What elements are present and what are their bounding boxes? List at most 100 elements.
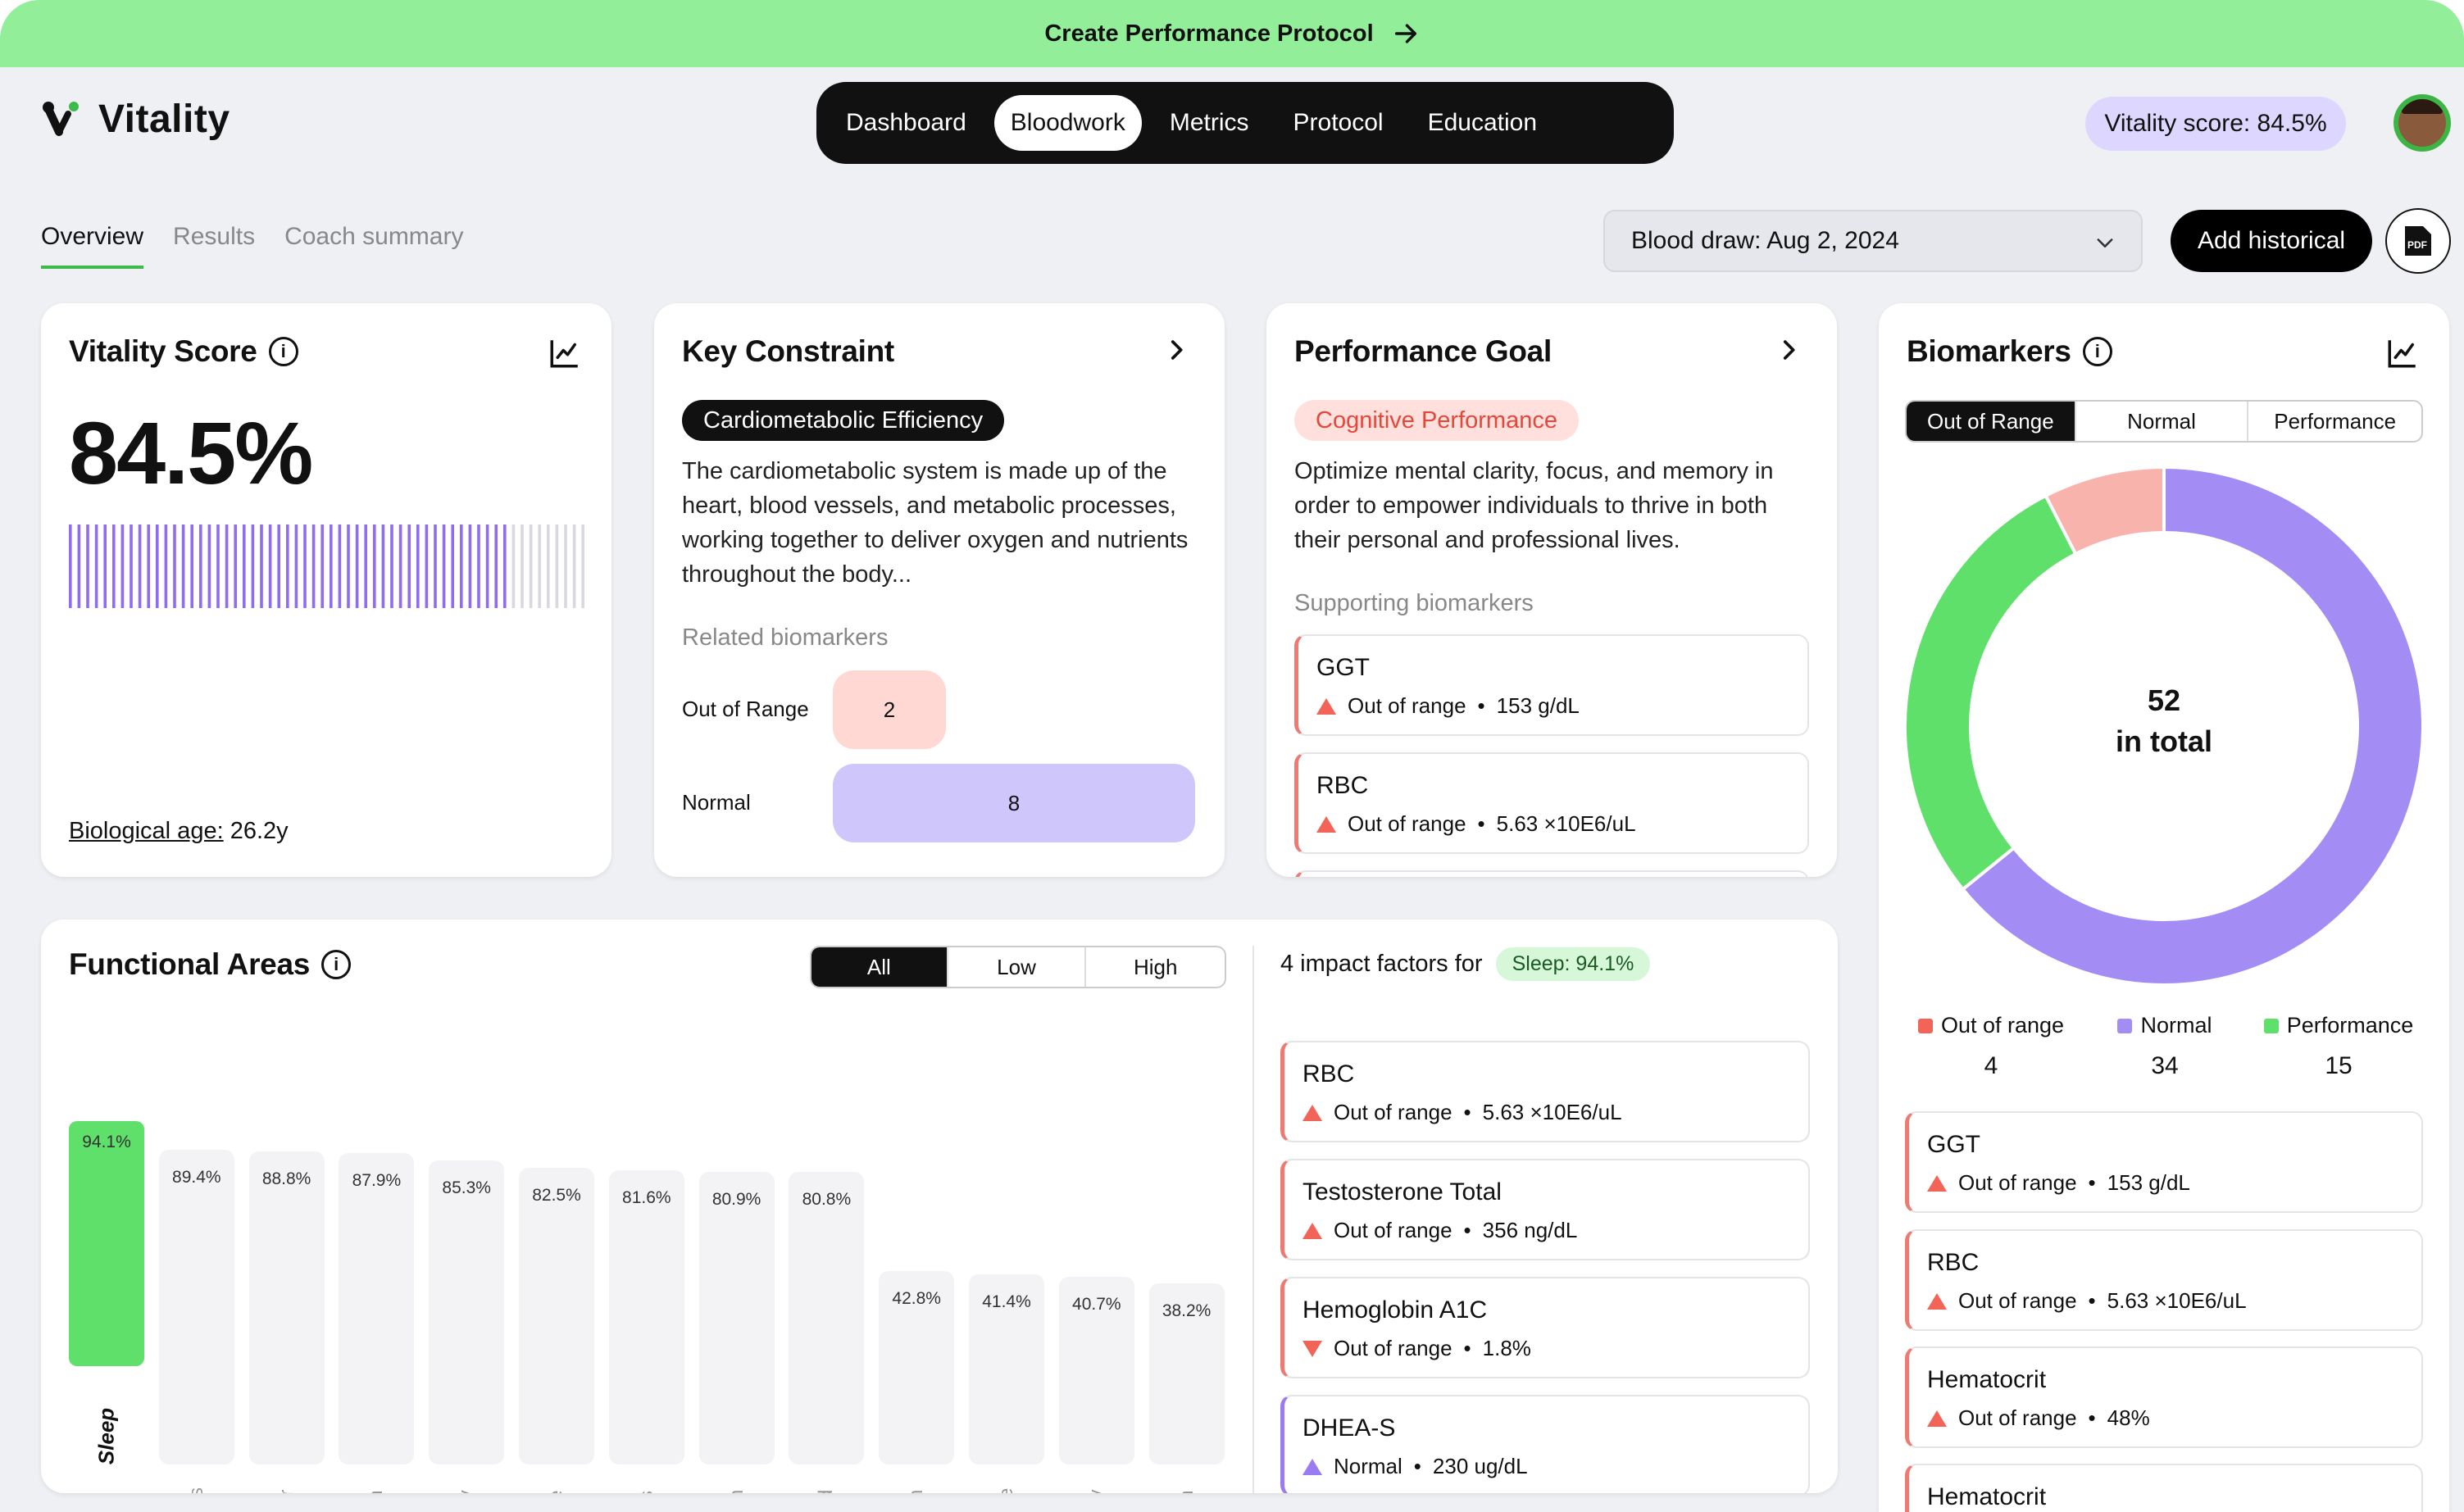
out-of-range-row-label: Out of Range xyxy=(682,697,809,721)
chevron-down-icon xyxy=(2097,238,2113,247)
biomarker-list-item-hematocrit[interactable]: Hematocrit Out of range • 48% xyxy=(1905,1346,2423,1448)
bar-4[interactable] xyxy=(429,1160,505,1464)
key-constraint-card[interactable]: Key Constraint Cardiometabolic Efficienc… xyxy=(654,303,1225,877)
filter-high[interactable]: High xyxy=(1133,954,1178,979)
factor-name: Hemoglobin A1C xyxy=(1302,1296,1488,1324)
related-biomarkers-label: Related biomarkers xyxy=(682,624,889,651)
progress-tick xyxy=(398,524,402,608)
progress-tick xyxy=(243,524,246,608)
performance-goal-card[interactable]: Performance Goal Cognitive Performance O… xyxy=(1266,303,1837,877)
x-axis-label: try xyxy=(1085,1476,1108,1493)
out-of-range-up-icon xyxy=(1927,1174,1947,1192)
app-logo[interactable]: Vitality xyxy=(41,97,230,142)
biomarker-list-item-ggt[interactable]: GGT Out of range • 153 g/dL xyxy=(1905,1111,2423,1213)
bar-2[interactable] xyxy=(248,1151,325,1464)
progress-tick xyxy=(260,524,263,608)
biomarker-name: GGT xyxy=(1927,1131,1980,1158)
trend-chart-icon[interactable] xyxy=(2385,336,2420,370)
bar-6[interactable] xyxy=(608,1169,684,1464)
progress-tick xyxy=(494,524,498,608)
tab-coach-summary[interactable]: Coach summary xyxy=(284,223,464,250)
biological-age-label[interactable]: Biological age: xyxy=(69,818,224,844)
impact-factor-dhea-s[interactable]: DHEA-S Normal • 230 ug/dL xyxy=(1280,1395,1810,1493)
bar-value-label: 38.2% xyxy=(1162,1301,1212,1320)
bar-3[interactable] xyxy=(339,1153,415,1464)
nav-bloodwork[interactable]: Bloodwork xyxy=(993,95,1142,151)
bar-5[interactable] xyxy=(519,1167,594,1464)
progress-tick xyxy=(355,524,359,608)
impact-factor-hemoglobin-a1c[interactable]: Hemoglobin A1C Out of range • 1.8% xyxy=(1280,1277,1810,1378)
progress-tick xyxy=(555,524,559,608)
nav-protocol[interactable]: Protocol xyxy=(1293,109,1384,136)
tab-results[interactable]: Results xyxy=(173,223,256,250)
bar-7[interactable] xyxy=(698,1171,775,1464)
bar-sleep[interactable] xyxy=(69,1120,144,1366)
progress-tick xyxy=(581,524,584,608)
nav-dashboard[interactable]: Dashboard xyxy=(846,109,966,136)
tab-normal[interactable]: Normal xyxy=(2076,402,2249,441)
pdf-download-button[interactable]: PDF xyxy=(2385,208,2451,274)
impact-factor-testosterone[interactable]: Testosterone Total Out of range • 356 ng/d… xyxy=(1280,1159,1810,1260)
filter-low[interactable]: Low xyxy=(948,947,1087,987)
factor-name: RBC xyxy=(1302,1060,1355,1087)
info-icon[interactable]: i xyxy=(321,950,352,979)
nav-education[interactable]: Education xyxy=(1427,109,1538,136)
info-icon[interactable]: i xyxy=(2082,337,2112,366)
progress-tick xyxy=(321,524,324,608)
biomarker-value: 153 g/dL xyxy=(2107,1170,2190,1195)
factor-value: 356 ng/dL xyxy=(1482,1218,1578,1242)
constraint-description: The cardiometabolic system is made up of… xyxy=(682,458,1189,588)
bar-12[interactable] xyxy=(1148,1283,1225,1464)
tab-out-of-range[interactable]: Out of Range xyxy=(1907,402,2076,441)
biomarkers-donut-chart[interactable] xyxy=(1905,467,2423,985)
bar-1[interactable] xyxy=(158,1149,234,1464)
bar-9[interactable] xyxy=(879,1270,955,1464)
progress-tick xyxy=(130,524,133,608)
progress-tick xyxy=(442,524,446,608)
bar-8[interactable] xyxy=(789,1172,865,1464)
legend-swatch xyxy=(1917,1018,1933,1033)
progress-tick xyxy=(434,524,437,608)
tab-performance[interactable]: Performance xyxy=(2274,408,2397,434)
progress-tick xyxy=(311,524,316,608)
donut-slice-out-of-range[interactable] xyxy=(2043,467,2166,556)
normal-indicator-icon xyxy=(1302,1458,1322,1475)
biomarker-status: Out of range xyxy=(1348,693,1466,718)
progress-tick xyxy=(451,524,454,608)
add-historical-button[interactable]: Add historical xyxy=(2171,210,2372,272)
app-name: Vitality xyxy=(98,98,230,141)
chevron-right-icon[interactable] xyxy=(1162,336,1190,364)
nav-metrics[interactable]: Metrics xyxy=(1169,109,1249,136)
progress-tick xyxy=(364,524,367,608)
info-icon[interactable]: i xyxy=(268,337,298,366)
bar-10[interactable] xyxy=(969,1274,1044,1464)
donut-slice-normal[interactable] xyxy=(1960,467,2423,985)
biomarker-status: Out of range xyxy=(1958,1170,2077,1195)
legend-performance: Performance xyxy=(2253,1013,2425,1038)
vitality-logo-icon xyxy=(43,101,79,136)
supporting-biomarker-rbc[interactable]: RBC Out of range • 5.63 ×10E6/uL xyxy=(1294,752,1809,854)
biomarker-list-item-hematocrit-partial[interactable]: Hematocrit xyxy=(1905,1464,2423,1512)
chevron-right-icon[interactable] xyxy=(1775,336,1803,364)
normal-count-bar[interactable]: 8 xyxy=(833,764,1195,842)
blood-draw-select[interactable]: Blood draw: Aug 2, 2024 xyxy=(1603,210,2143,272)
avatar[interactable] xyxy=(2394,94,2451,152)
main-nav: Dashboard Bloodwork Metrics Protocol Edu… xyxy=(816,82,1674,164)
total-count: 52 xyxy=(2147,683,2181,717)
progress-tick xyxy=(572,524,576,608)
bar-value-label: 85.3% xyxy=(442,1178,491,1197)
donut-slice-performance[interactable] xyxy=(1905,493,2078,892)
biomarker-list-item-rbc[interactable]: RBC Out of range • 5.63 ×10E6/uL xyxy=(1905,1229,2423,1331)
filter-all[interactable]: All xyxy=(811,947,948,987)
supporting-biomarker-partial[interactable] xyxy=(1294,870,1809,877)
out-of-range-count-bar[interactable]: 2 xyxy=(833,670,946,749)
biomarker-value: 153 g/dL xyxy=(1496,693,1580,718)
create-protocol-banner[interactable]: Create Performance Protocol xyxy=(0,0,2464,67)
impact-factor-rbc[interactable]: RBC Out of range • 5.63 ×10E6/uL xyxy=(1280,1041,1810,1142)
trend-chart-icon[interactable] xyxy=(548,336,582,370)
supporting-biomarker-ggt[interactable]: GGT Out of range • 153 g/dL xyxy=(1294,634,1809,736)
impact-badge: Sleep: 94.1% xyxy=(1495,947,1651,981)
tab-overview[interactable]: Overview xyxy=(41,223,144,269)
bar-11[interactable] xyxy=(1058,1276,1134,1464)
total-label: in total xyxy=(2116,724,2212,758)
